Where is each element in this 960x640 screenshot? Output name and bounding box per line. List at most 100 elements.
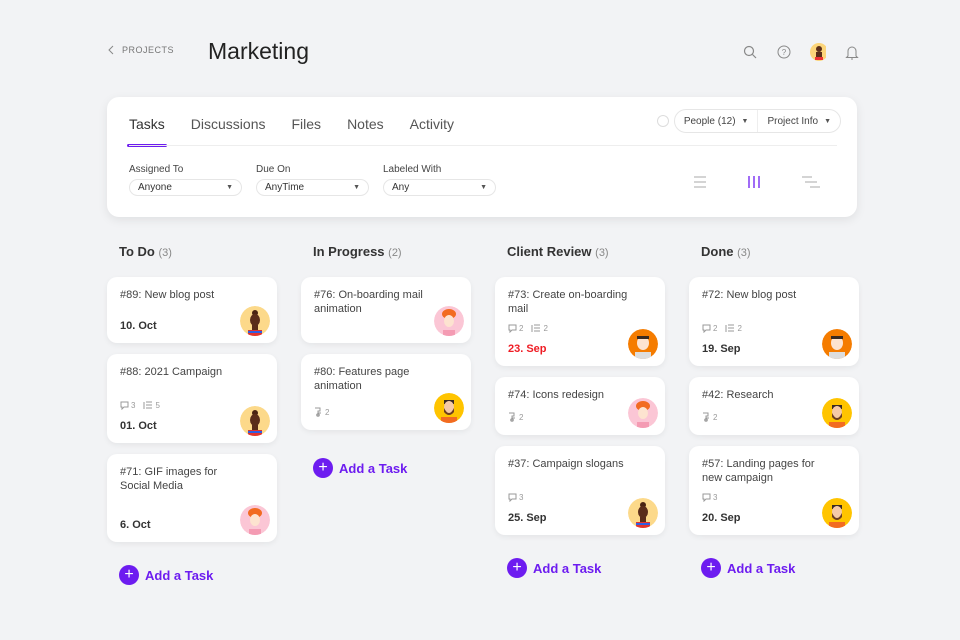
subtask-icon bbox=[508, 412, 517, 422]
add-task-label: Add a Task bbox=[339, 460, 408, 476]
task-card[interactable]: #80: Features page animation 2 bbox=[301, 354, 471, 430]
task-title: #72: New blog post bbox=[702, 289, 797, 301]
column-count: (3) bbox=[737, 247, 751, 259]
filter-due-on: Due On AnyTime ▼ bbox=[256, 164, 369, 196]
task-card[interactable]: #42: Research 2 bbox=[689, 377, 859, 435]
task-card[interactable]: #76: On-boarding mail animation bbox=[301, 277, 471, 343]
assignee-avatar[interactable] bbox=[240, 306, 270, 336]
assignee-avatar[interactable] bbox=[628, 398, 658, 428]
assignee-avatar[interactable] bbox=[240, 406, 270, 436]
checklist-icon bbox=[531, 324, 541, 333]
task-title: #80: Features page animation bbox=[314, 366, 410, 392]
task-title: #89: New blog post bbox=[120, 289, 215, 301]
add-task-button[interactable]: + Add a Task bbox=[507, 558, 665, 578]
meta-comments: 2 bbox=[702, 324, 717, 333]
task-meta: 2 bbox=[314, 407, 329, 417]
subtask-icon bbox=[702, 412, 711, 422]
assignee-avatar[interactable] bbox=[434, 306, 464, 336]
task-card[interactable]: #73: Create on-boarding mail 2 2 23. Sep bbox=[495, 277, 665, 366]
people-dropdown[interactable]: People (12) ▼ bbox=[675, 110, 758, 132]
due-date: 25. Sep bbox=[508, 512, 547, 524]
project-info-dropdown[interactable]: Project Info ▼ bbox=[757, 110, 840, 132]
caret-down-icon: ▼ bbox=[480, 184, 487, 191]
column-count: (3) bbox=[158, 247, 172, 259]
people-label: People (12) bbox=[683, 115, 736, 127]
assignee-avatar[interactable] bbox=[628, 329, 658, 359]
subtask-icon bbox=[314, 407, 323, 417]
task-card[interactable]: #71: GIF images for Social Media 6. Oct bbox=[107, 454, 277, 542]
meta-count: 2 bbox=[543, 324, 548, 333]
due-date: 20. Sep bbox=[702, 512, 741, 524]
tab-files[interactable]: Files bbox=[291, 116, 322, 132]
assignee-avatar[interactable] bbox=[434, 393, 464, 423]
help-icon[interactable]: ? bbox=[776, 44, 792, 60]
task-title: #74: Icons redesign bbox=[508, 389, 605, 401]
task-card[interactable]: #89: New blog post 10. Oct bbox=[107, 277, 277, 343]
due-date: 6. Oct bbox=[120, 519, 151, 531]
task-title: #57: Landing pages for new campaign bbox=[702, 458, 815, 484]
column-title: To Do bbox=[119, 244, 155, 259]
gantt-view-icon[interactable] bbox=[801, 175, 821, 194]
tab-activity[interactable]: Activity bbox=[409, 116, 454, 132]
add-task-label: Add a Task bbox=[145, 567, 214, 583]
add-task-button[interactable]: + Add a Task bbox=[313, 458, 471, 478]
task-card[interactable]: #57: Landing pages for new campaign 3 20. … bbox=[689, 446, 859, 535]
assignee-avatar[interactable] bbox=[822, 498, 852, 528]
list-view-icon[interactable] bbox=[693, 175, 707, 194]
task-card[interactable]: #74: Icons redesign 2 bbox=[495, 377, 665, 435]
comment-icon bbox=[120, 401, 129, 410]
assignee-avatar[interactable] bbox=[822, 329, 852, 359]
meta-count: 2 bbox=[713, 324, 718, 333]
meta-count: 3 bbox=[713, 493, 718, 502]
filter-value: Anyone bbox=[138, 182, 172, 193]
tab-discussions[interactable]: Discussions bbox=[190, 116, 266, 132]
board-view-icon[interactable] bbox=[747, 175, 761, 194]
task-card[interactable]: #37: Campaign slogans 3 25. Sep bbox=[495, 446, 665, 535]
chevron-left-icon bbox=[108, 45, 114, 55]
assignee-avatar[interactable] bbox=[628, 498, 658, 528]
task-title: #88: 2021 Campaign bbox=[120, 366, 223, 378]
tab-tasks[interactable]: Tasks bbox=[127, 116, 167, 147]
caret-down-icon: ▼ bbox=[824, 117, 831, 125]
task-card[interactable]: #72: New blog post 2 2 19. Sep bbox=[689, 277, 859, 366]
search-icon[interactable] bbox=[742, 44, 758, 60]
comment-icon bbox=[508, 493, 517, 502]
filter-select[interactable]: Any ▼ bbox=[383, 179, 496, 196]
meta-subtasks: 2 bbox=[702, 412, 717, 422]
back-to-projects[interactable]: PROJECTS bbox=[107, 45, 174, 55]
back-label: PROJECTS bbox=[122, 45, 175, 55]
task-title: #42: Research bbox=[702, 389, 774, 401]
project-info-label: Project Info bbox=[767, 115, 819, 127]
add-task-button[interactable]: + Add a Task bbox=[701, 558, 859, 578]
add-task-button[interactable]: + Add a Task bbox=[119, 565, 277, 585]
meta-comments: 3 bbox=[508, 493, 523, 502]
column-done: #72: New blog post 2 2 19. Sep #42: Research… bbox=[689, 277, 859, 578]
column-client-review: #73: Create on-boarding mail 2 2 23. Sep #74… bbox=[495, 277, 665, 578]
plus-icon: + bbox=[701, 558, 721, 578]
filter-label: Labeled With bbox=[383, 164, 442, 175]
meta-count: 2 bbox=[325, 407, 330, 417]
filter-assigned-to: Assigned To Anyone ▼ bbox=[129, 164, 242, 196]
assignee-avatar[interactable] bbox=[240, 505, 270, 535]
comment-icon bbox=[702, 324, 711, 333]
caret-down-icon: ▼ bbox=[353, 184, 360, 191]
user-avatar[interactable] bbox=[810, 43, 826, 61]
task-title: #37: Campaign slogans bbox=[508, 458, 624, 470]
filter-select[interactable]: Anyone ▼ bbox=[129, 179, 242, 196]
column-header: In Progress (2) bbox=[313, 244, 402, 259]
bell-icon[interactable] bbox=[844, 44, 860, 60]
task-meta: 3 bbox=[508, 493, 523, 502]
caret-down-icon: ▼ bbox=[741, 117, 749, 125]
divider bbox=[129, 145, 837, 146]
tab-notes[interactable]: Notes bbox=[347, 116, 384, 132]
filter-select[interactable]: AnyTime ▼ bbox=[256, 179, 369, 196]
assignee-avatar[interactable] bbox=[822, 398, 852, 428]
caret-down-icon: ▼ bbox=[226, 184, 233, 191]
meta-checklist: 5 bbox=[143, 401, 160, 410]
filter-label: Due On bbox=[256, 164, 291, 175]
clock-icon[interactable] bbox=[657, 115, 669, 127]
plus-icon: + bbox=[119, 565, 139, 585]
task-card[interactable]: #88: 2021 Campaign 3 5 01. Oct bbox=[107, 354, 277, 443]
meta-count: 2 bbox=[713, 412, 718, 422]
